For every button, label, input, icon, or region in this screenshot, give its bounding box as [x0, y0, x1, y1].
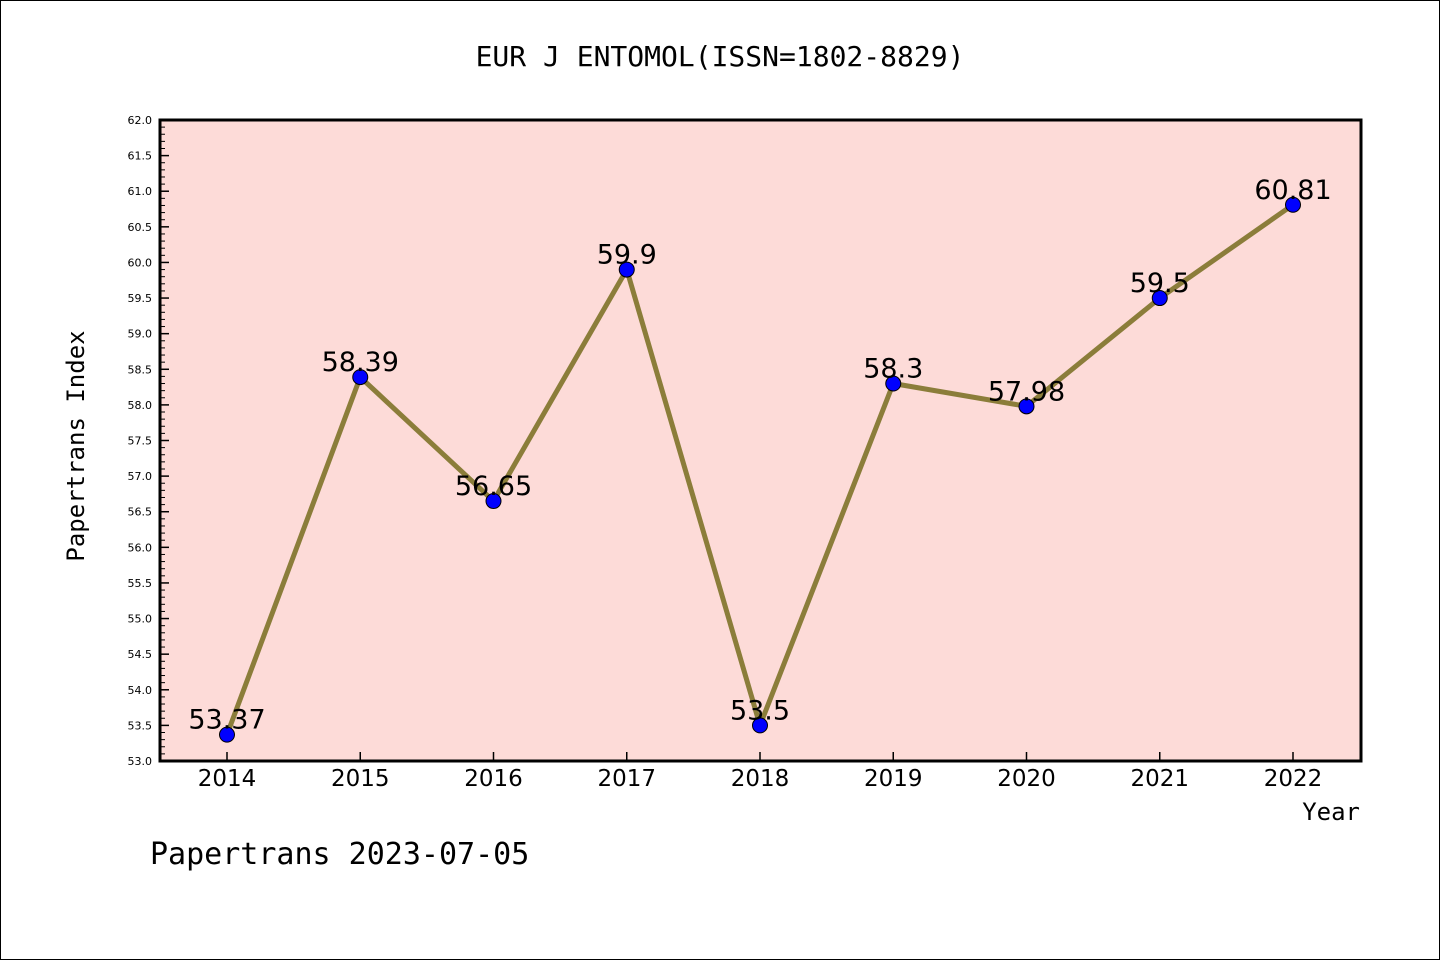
y-tick-label: 55.0 — [128, 613, 153, 626]
y-tick-label: 56.0 — [128, 541, 153, 554]
y-tick-label: 62.0 — [128, 114, 153, 127]
x-tick-label: 2019 — [864, 766, 923, 792]
x-tick-label: 2021 — [1130, 766, 1189, 792]
y-tick-label: 53.0 — [128, 755, 153, 768]
y-tick-label: 57.0 — [128, 470, 153, 483]
x-tick-label: 2022 — [1264, 766, 1323, 792]
y-tick-label: 60.5 — [128, 221, 153, 234]
y-axis-label: Papertrans Index — [62, 330, 90, 561]
y-tick-label: 54.5 — [128, 648, 153, 661]
plot-area — [160, 120, 1361, 761]
x-tick-label: 2017 — [597, 766, 656, 792]
data-label: 56.65 — [455, 471, 532, 502]
y-tick-label: 56.5 — [128, 506, 153, 519]
data-label: 60.81 — [1254, 175, 1331, 206]
plot-border — [158, 118, 1363, 763]
y-tick-label: 61.0 — [128, 185, 153, 198]
y-tick-label: 58.0 — [128, 399, 153, 412]
x-tick-label: 2016 — [464, 766, 523, 792]
data-label: 57.98 — [988, 376, 1065, 407]
chart-title: EUR J ENTOMOL(ISSN=1802-8829) — [476, 40, 965, 73]
data-point — [485, 493, 502, 510]
data-point — [752, 717, 768, 734]
series-markers — [219, 196, 1301, 743]
data-point — [219, 726, 235, 743]
data-label: 59.5 — [1130, 268, 1190, 299]
footer-date: Papertrans 2023-07-05 — [150, 837, 529, 872]
data-label: 58.3 — [863, 354, 923, 385]
data-point — [1018, 398, 1035, 415]
y-tick-label: 58.5 — [128, 363, 153, 376]
data-point — [885, 375, 902, 392]
y-axis: 53.0 53.5 54.0 54.5 55.0 55.5 56.0 56.5 57.0 57.5… — [128, 114, 169, 768]
y-tick-label: 59.5 — [128, 292, 153, 305]
data-label: 58.39 — [322, 347, 399, 378]
data-label: 59.9 — [597, 240, 657, 271]
y-tick-label: 57.5 — [128, 435, 153, 448]
data-label: 53.5 — [730, 695, 790, 726]
y-tick-label: 60.0 — [128, 256, 153, 269]
x-tick-label: 2014 — [198, 766, 257, 792]
y-tick-label: 53.5 — [128, 719, 153, 732]
x-axis-label: Year — [1302, 798, 1360, 826]
x-tick-label: 2020 — [997, 766, 1056, 792]
data-point — [352, 369, 369, 386]
x-tick-label: 2018 — [731, 766, 790, 792]
data-label: 53.37 — [188, 705, 265, 736]
x-tick-label: 2015 — [331, 766, 390, 792]
x-axis: 2014 2015 2016 2017 2018 2019 2020 2021 2022 — [198, 752, 1323, 792]
y-tick-label: 55.5 — [128, 577, 153, 590]
y-tick-label: 59.0 — [128, 328, 153, 341]
data-point — [1151, 290, 1168, 307]
y-tick-label: 54.0 — [128, 684, 153, 697]
data-point — [1285, 196, 1301, 213]
y-tick-label: 61.5 — [128, 150, 153, 163]
data-point — [618, 261, 635, 278]
data-labels: 53.37 58.39 56.65 59.9 53.5 58.3 57.98 59.5 60.8… — [188, 175, 1331, 736]
